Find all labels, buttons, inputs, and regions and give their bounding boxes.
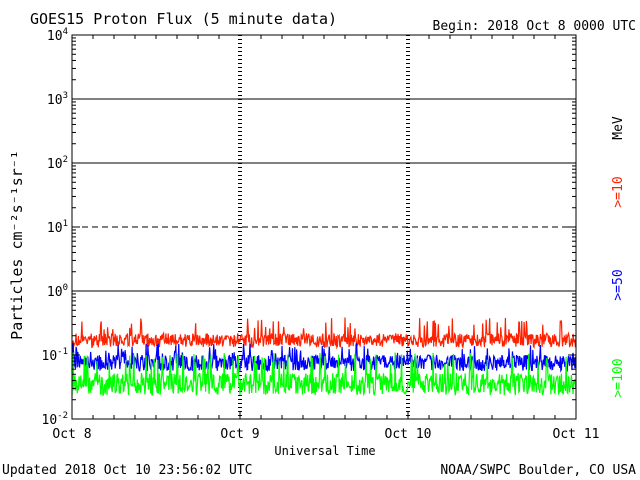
source-label: NOAA/SWPC Boulder, CO USA [440,463,636,478]
y-tick-label: 102 [47,155,68,172]
series-layer [71,317,577,397]
y-tick-label: 104 [47,27,68,44]
y-tick-label: 10-2 [42,411,69,428]
legend-ge50: >=50 [611,269,626,300]
series-line-ge50 [71,342,577,373]
updated-label: Updated 2018 Oct 10 23:56:02 UTC [2,463,252,478]
legend-unit: MeV [611,116,626,140]
x-tick-label: Oct 9 [220,427,259,442]
axes: 10-2 10-1 100 101 102 103 104 Oct 8 Oct 9 Oct 10 O… [42,27,600,442]
legend-ge10: >=10 [611,176,626,207]
x-axis-label: Universal Time [274,444,375,458]
y-tick-label: 101 [47,219,68,236]
y-axis-label: Particles cm⁻²s⁻¹sr⁻¹ [8,150,26,340]
x-tick-label: Oct 11 [553,427,600,442]
chart-title: GOES15 Proton Flux (5 minute data) [30,10,337,28]
x-tick-label: Oct 8 [52,427,91,442]
series-line-ge100 [71,352,577,397]
series-line-ge10 [71,317,577,350]
begin-label: Begin: 2018 Oct 8 0000 UTC [433,19,637,34]
legend: MeV >=10 >=50 >=100 [611,116,626,397]
y-tick-label: 100 [47,283,68,300]
legend-ge100: >=100 [611,358,626,397]
y-tick-label: 103 [47,91,68,108]
x-tick-label: Oct 10 [385,427,432,442]
y-tick-label: 10-1 [42,347,69,364]
